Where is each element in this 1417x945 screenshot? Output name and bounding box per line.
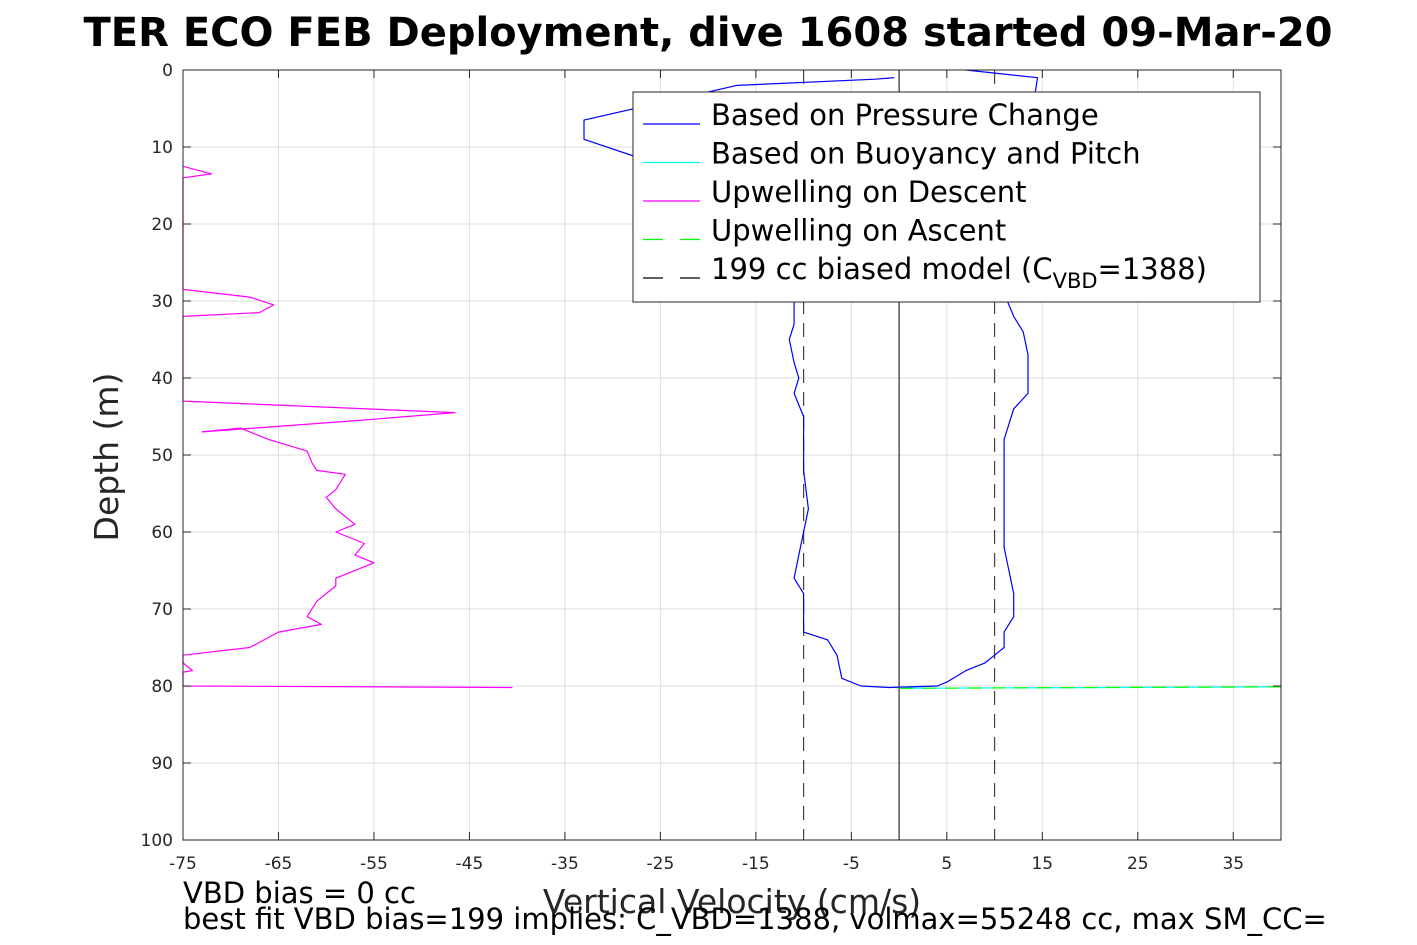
x-tick-label: -75 xyxy=(169,854,197,874)
y-tick-label: 50 xyxy=(151,446,173,466)
y-tick-label: 40 xyxy=(151,369,173,389)
pressure-change-series xyxy=(583,69,1039,689)
x-tick-label: -25 xyxy=(647,854,675,874)
footer-vbd-bias: VBD bias = 0 cc xyxy=(183,876,416,910)
legend-entry-label: Upwelling on Descent xyxy=(711,175,1027,209)
upwelling-ascent-series xyxy=(899,686,1282,689)
y-tick-label: 90 xyxy=(151,754,173,774)
chart-title: TER ECO FEB Deployment, dive 1608 starte… xyxy=(83,10,1332,56)
legend-box xyxy=(632,91,1261,303)
x-axis-ticks: -75 -65 -55 -45 -35 -25 -15 -5 5 15 25 35 xyxy=(169,70,1244,874)
y-tick-label: 0 xyxy=(162,61,173,81)
x-tick-label: -5 xyxy=(843,854,860,874)
y-tick-label: 60 xyxy=(151,523,173,543)
x-tick-label: -35 xyxy=(551,854,579,874)
x-axis-label: Vertical Velocity (cm/s) xyxy=(543,882,921,921)
x-tick-label: 35 xyxy=(1222,854,1244,874)
legend: Based on Pressure Change Based on Buoyanc… xyxy=(632,91,1261,303)
x-tick-label: 25 xyxy=(1127,854,1149,874)
x-tick-label: 15 xyxy=(1031,854,1053,874)
y-tick-label: 80 xyxy=(151,677,173,697)
y-axis-ticks: 0 10 20 30 40 50 60 70 80 90 100 xyxy=(141,61,1281,851)
legend-entry-label: 199 cc biased model (CVBD=1388) xyxy=(711,252,1207,293)
x-tick-label: -15 xyxy=(742,854,770,874)
footer-best-fit: best fit VBD bias=199 implies: C_VBD=138… xyxy=(183,902,1327,936)
y-tick-label: 10 xyxy=(151,138,173,158)
y-tick-label: 30 xyxy=(151,292,173,312)
legend-entry-label: Based on Pressure Change xyxy=(711,98,1099,132)
legend-entry-label: Based on Buoyancy and Pitch xyxy=(711,137,1141,171)
y-axis-label: Depth (m) xyxy=(87,373,126,542)
x-tick-label: -55 xyxy=(360,854,388,874)
x-tick-label: 5 xyxy=(941,854,952,874)
legend-entry-label: Upwelling on Ascent xyxy=(711,214,1006,248)
x-tick-label: -65 xyxy=(265,854,293,874)
y-tick-label: 70 xyxy=(151,600,173,620)
y-tick-label: 20 xyxy=(151,215,173,235)
x-tick-label: -45 xyxy=(456,854,484,874)
y-tick-label: 100 xyxy=(141,831,173,851)
upwelling-descent-series xyxy=(182,165,513,689)
